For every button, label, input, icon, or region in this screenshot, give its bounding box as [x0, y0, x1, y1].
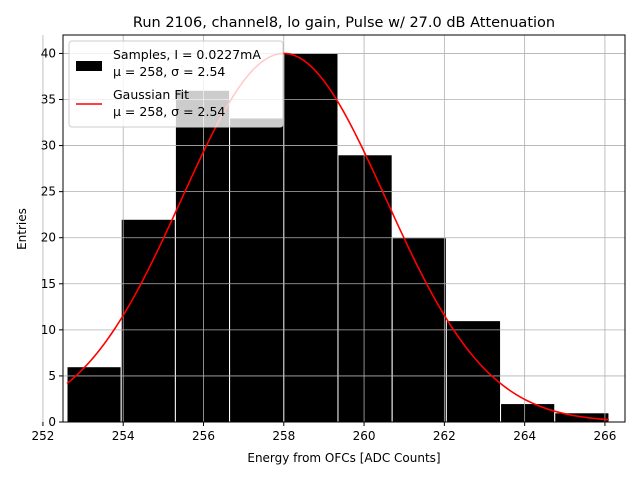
- y-tick-label-3: 15: [41, 277, 56, 291]
- legend: Samples, I = 0.0227mA μ = 258, σ = 2.54 …: [68, 40, 284, 128]
- chart-title: Run 2106, channel8, lo gain, Pulse w/ 27…: [133, 15, 555, 31]
- y-ticks: 0 5 10 15 20 25 30 35 40: [41, 46, 63, 429]
- histogram-bar-5: [337, 154, 393, 423]
- y-tick-label-4: 20: [41, 231, 56, 245]
- y-axis-label: Entries: [15, 208, 29, 250]
- x-axis-label: Energy from OFCs [ADC Counts]: [247, 451, 440, 465]
- x-tick-label-7: 266: [593, 429, 616, 443]
- legend-label-fit: Gaussian Fit: [113, 87, 189, 102]
- x-tick-label-0: 252: [31, 429, 54, 443]
- x-tick-label-2: 256: [192, 429, 215, 443]
- y-tick-label-0: 0: [48, 415, 56, 429]
- y-tick-label-2: 10: [41, 323, 56, 337]
- legend-label-samples: Samples, I = 0.0227mA: [113, 47, 261, 62]
- histogram-bar-8: [500, 403, 556, 423]
- fit-layer: [66, 52, 609, 421]
- legend-box: [68, 40, 284, 128]
- y-tick-label-7: 35: [41, 93, 56, 107]
- histogram-bar-3: [229, 117, 285, 423]
- x-tick-label-1: 254: [112, 429, 135, 443]
- x-tick-label-5: 262: [433, 429, 456, 443]
- histogram-bar-2: [174, 89, 231, 423]
- gaussian-fit-line: [66, 52, 609, 421]
- y-tick-label-6: 30: [41, 139, 56, 153]
- y-tick-label-5: 25: [41, 185, 56, 199]
- x-tick-label-3: 258: [272, 429, 295, 443]
- histogram-bar-1: [120, 218, 176, 423]
- x-tick-label-4: 260: [353, 429, 376, 443]
- x-tick-label-6: 264: [513, 429, 536, 443]
- x-ticks: 252 254 256 258 260 262 264 266: [31, 422, 616, 443]
- legend-swatch-samples: [76, 61, 102, 71]
- plot-frame: [62, 34, 626, 423]
- histogram-bar-7: [445, 320, 502, 423]
- histogram-bar-0: [66, 366, 122, 423]
- y-tick-label-1: 5: [48, 369, 56, 383]
- legend-sub-fit: μ = 258, σ = 2.54: [113, 104, 225, 119]
- legend-sub-samples: μ = 258, σ = 2.54: [113, 64, 225, 79]
- y-tick-label-8: 40: [41, 46, 56, 60]
